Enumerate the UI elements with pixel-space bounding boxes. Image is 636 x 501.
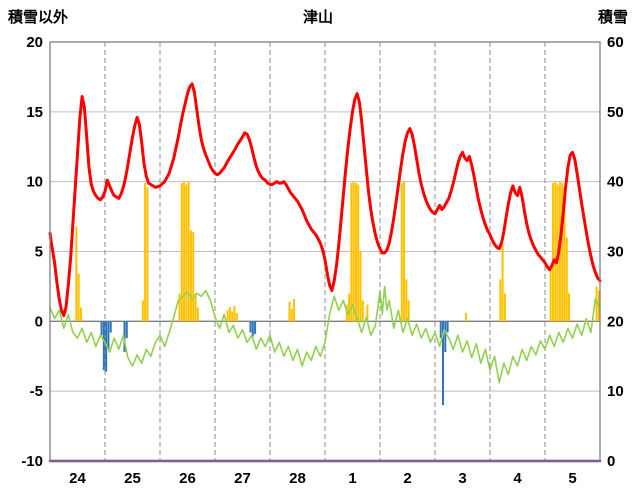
day-label: 2 xyxy=(403,470,411,487)
x-axis-day-labels: 24 25 26 27 28 1 2 3 4 5 xyxy=(69,470,577,487)
orange-bars xyxy=(75,181,600,322)
day-label: 27 xyxy=(234,470,251,487)
right-tick-label: 30 xyxy=(607,244,624,261)
day-label: 25 xyxy=(124,470,141,487)
left-tick-label: -5 xyxy=(30,383,43,400)
left-tick-label: 20 xyxy=(26,34,43,51)
day-label: 28 xyxy=(289,470,306,487)
day-label: 1 xyxy=(348,470,356,487)
left-tick-label: 15 xyxy=(26,104,43,121)
left-axis-tick-labels: 20 15 10 5 0 -5 -10 xyxy=(21,34,43,470)
left-tick-label: 10 xyxy=(26,174,43,191)
right-axis-tick-labels: 60 50 40 30 20 10 0 xyxy=(607,34,624,470)
right-tick-label: 50 xyxy=(607,104,624,121)
right-tick-label: 40 xyxy=(607,174,624,191)
blue-bars xyxy=(100,321,449,406)
left-tick-label: -10 xyxy=(21,453,43,470)
red-line xyxy=(48,82,602,318)
right-axis-title: 積雪 xyxy=(597,9,628,26)
plot-frame xyxy=(49,41,601,462)
day-label: 24 xyxy=(69,470,86,487)
right-tick-label: 20 xyxy=(607,313,624,330)
right-tick-label: 0 xyxy=(607,453,615,470)
right-tick-label: 10 xyxy=(607,383,624,400)
day-label: 26 xyxy=(179,470,196,487)
left-tick-label: 0 xyxy=(35,313,43,330)
day-label: 5 xyxy=(568,470,576,487)
green-line xyxy=(49,285,601,384)
right-tick-label: 60 xyxy=(607,34,624,51)
left-axis-title: 積雪以外 xyxy=(8,9,69,26)
gridlines xyxy=(50,42,600,461)
chart-title: 津山 xyxy=(302,9,333,26)
left-tick-label: 5 xyxy=(35,244,43,261)
day-label: 3 xyxy=(458,470,466,487)
day-label: 4 xyxy=(513,470,522,487)
